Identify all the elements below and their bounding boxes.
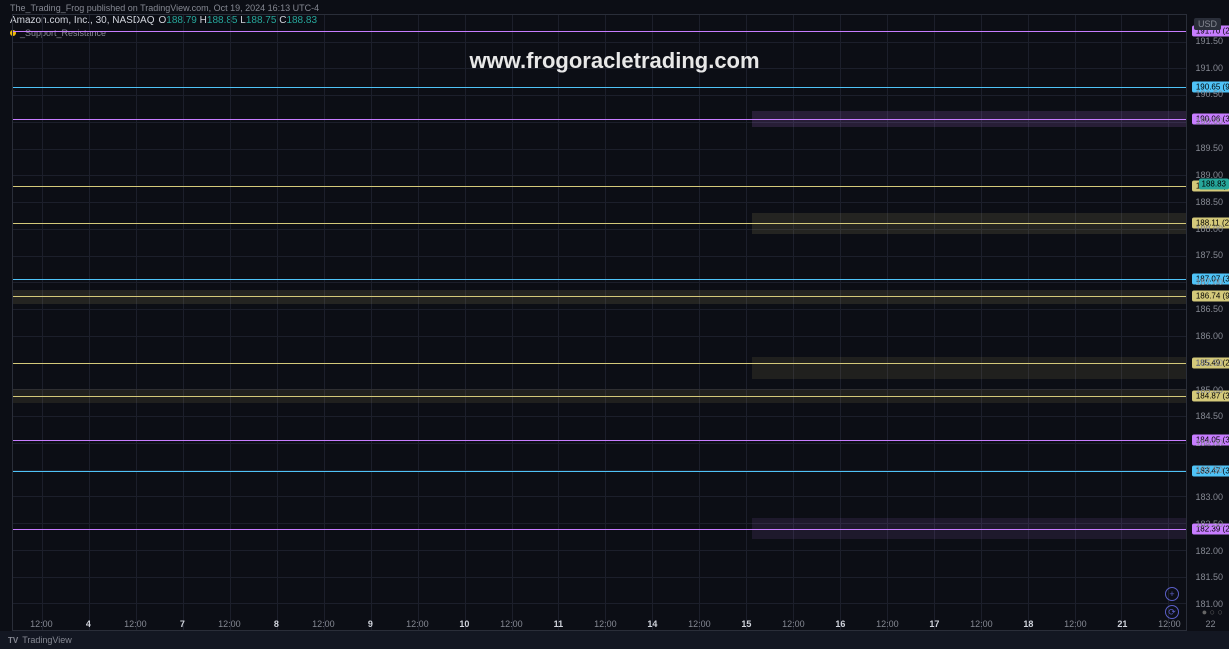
price-tick: 184.50 [1195, 411, 1223, 421]
level-line [13, 529, 1186, 530]
price-tick: 182.50 [1195, 519, 1223, 529]
time-tick: 17 [929, 619, 939, 629]
footer: TV TradingView [0, 631, 1229, 649]
level-line [13, 119, 1186, 120]
price-tick: 182.00 [1195, 546, 1223, 556]
time-tick: 12:00 [124, 619, 147, 629]
time-tick: 15 [741, 619, 751, 629]
time-tick: 8 [274, 619, 279, 629]
time-tick: 12:00 [312, 619, 335, 629]
tv-logo-icon: TV [8, 636, 18, 645]
time-tick: 18 [1023, 619, 1033, 629]
price-tick: 187.50 [1195, 250, 1223, 260]
price-tick: 185.50 [1195, 358, 1223, 368]
price-tick: 183.00 [1195, 492, 1223, 502]
level-line [13, 363, 1186, 364]
price-tick: 185.00 [1195, 385, 1223, 395]
chart-area[interactable]: 191.70 (240)190.65 (90, 30) - P190.06 (3… [12, 14, 1187, 631]
support-resistance-zone [752, 357, 1186, 378]
price-tick: 186.00 [1195, 331, 1223, 341]
current-price-marker: 188.83 [1199, 179, 1229, 190]
level-line [13, 87, 1186, 88]
time-tick: 12:00 [594, 619, 617, 629]
time-axis[interactable]: 12:00 4 12:00 7 12:00 8 12:00 9 12:00 10 12:00 11 12… [12, 617, 1187, 631]
time-tick: 12:00 [30, 619, 53, 629]
level-line [13, 296, 1186, 297]
time-tick: 12:00 [876, 619, 899, 629]
status-dots: ● ○ ○ [1202, 607, 1223, 617]
time-tick: 11 [554, 619, 564, 629]
time-tick: 12:00 [1158, 619, 1181, 629]
level-line [13, 471, 1186, 472]
level-line [13, 186, 1186, 187]
time-tick: 12:00 [500, 619, 523, 629]
reset-icon[interactable]: ⟳ [1165, 605, 1179, 619]
time-tick: 22 [1205, 619, 1215, 629]
price-tick: 188.50 [1195, 197, 1223, 207]
time-tick: 10 [459, 619, 469, 629]
publish-text: The_Trading_Frog published on TradingVie… [10, 3, 319, 13]
price-tick: 188.00 [1195, 224, 1223, 234]
time-tick: 12:00 [406, 619, 429, 629]
nav-icons: + ⟳ [1165, 587, 1179, 619]
level-line [13, 440, 1186, 441]
time-tick: 4 [86, 619, 91, 629]
price-axis[interactable]: USD 181.00181.50182.00182.50183.00183.50… [1187, 14, 1229, 631]
time-tick: 9 [368, 619, 373, 629]
level-line [13, 279, 1186, 280]
time-tick: 12:00 [782, 619, 805, 629]
watermark: www.frogoracletrading.com [469, 48, 759, 74]
add-icon[interactable]: + [1165, 587, 1179, 601]
price-tick: 190.00 [1195, 116, 1223, 126]
level-line [13, 31, 1186, 32]
time-tick: 12:00 [1064, 619, 1087, 629]
price-tick: 191.00 [1195, 63, 1223, 73]
time-tick: 14 [647, 619, 657, 629]
currency-label: USD [1194, 18, 1221, 30]
time-tick: 16 [835, 619, 845, 629]
time-tick: 12:00 [970, 619, 993, 629]
time-tick: 12:00 [688, 619, 711, 629]
publish-header: The_Trading_Frog published on TradingVie… [0, 0, 1229, 15]
price-tick: 183.50 [1195, 465, 1223, 475]
price-tick: 189.50 [1195, 143, 1223, 153]
level-line [13, 223, 1186, 224]
price-tick: 184.00 [1195, 438, 1223, 448]
time-tick: 7 [180, 619, 185, 629]
price-tick: 187.00 [1195, 277, 1223, 287]
time-tick: 21 [1117, 619, 1127, 629]
time-tick: 12:00 [218, 619, 241, 629]
price-tick: 191.50 [1195, 36, 1223, 46]
footer-brand[interactable]: TradingView [22, 635, 72, 645]
level-line [13, 396, 1186, 397]
price-tick: 186.50 [1195, 304, 1223, 314]
price-tick: 190.50 [1195, 89, 1223, 99]
price-tick: 181.50 [1195, 572, 1223, 582]
